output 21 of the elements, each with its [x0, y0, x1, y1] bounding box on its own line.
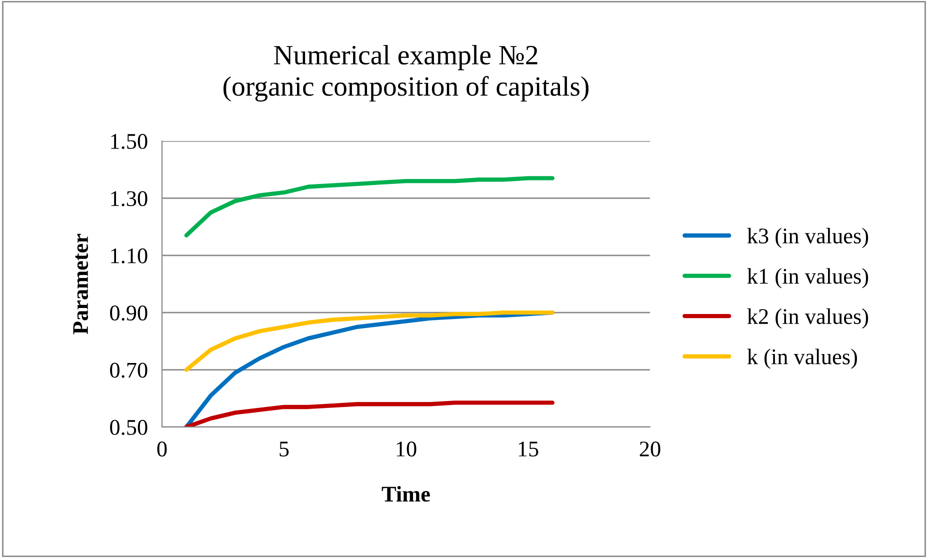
y-tick-label: 1.30: [111, 191, 148, 206]
y-tick-label: 0.90: [110, 306, 148, 321]
y-axis-title: Parameter: [73, 234, 88, 334]
chart-title: Numerical example №2 (organic composition of capitals): [223, 45, 589, 102]
x-tick-label: 10: [396, 442, 416, 457]
y-tick-label: 0.50: [110, 420, 148, 436]
legend-label: k2 (in values): [747, 308, 868, 329]
x-axis-title: Time: [382, 486, 430, 502]
x-tick-label: 0: [157, 442, 167, 457]
x-tick-label: 20: [640, 442, 660, 457]
y-tick-label: 1.50: [111, 134, 148, 150]
line-series: [184, 176, 554, 238]
line-series: [184, 310, 554, 372]
line-series: [184, 400, 554, 427]
legend-label: k3 (in values): [747, 228, 868, 248]
y-tick-label: 0.70: [110, 362, 148, 378]
x-tick-label: 5: [280, 442, 289, 457]
legend-label: k1 (in values): [747, 268, 868, 288]
y-tick-label: 1.10: [111, 248, 148, 264]
legend-label: k (in values): [747, 348, 857, 369]
x-tick-label: 15: [518, 442, 538, 457]
